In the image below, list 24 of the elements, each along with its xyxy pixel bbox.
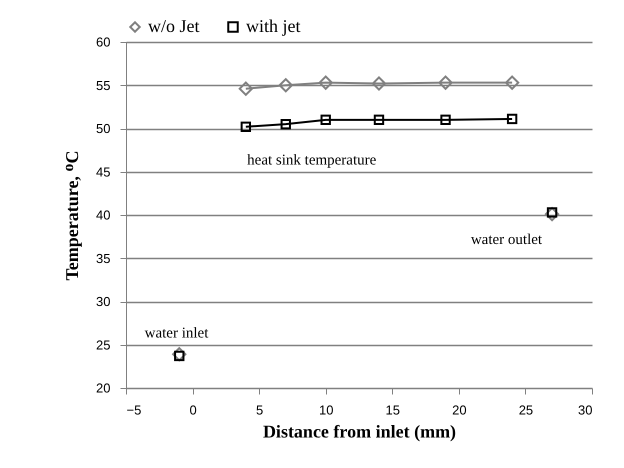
y-tick-label: 40 xyxy=(96,208,110,222)
annotation: water inlet xyxy=(144,326,210,342)
legend-label: with jet xyxy=(246,16,300,36)
y-tick-label: 35 xyxy=(96,250,110,266)
y-tick-label: 60 xyxy=(96,34,110,50)
y-tick-label: 45 xyxy=(96,164,110,180)
x-tick-label: 10 xyxy=(318,402,334,418)
x-tick-label: 20 xyxy=(452,402,467,418)
y-tick-label: 20 xyxy=(96,380,110,396)
x-tick-label: 15 xyxy=(386,402,400,418)
annotation: water outlet xyxy=(470,232,543,248)
y-tick-label: 30 xyxy=(96,294,110,309)
x-tick-label: 30 xyxy=(578,402,592,418)
x-axis-title: Distance from inlet (mm) xyxy=(262,422,456,442)
x-tick-label: 0 xyxy=(189,402,197,418)
x-tick-label: 5 xyxy=(256,402,264,418)
y-tick-label: 50 xyxy=(96,121,110,136)
y-tick-label: 55 xyxy=(96,78,110,93)
y-tick-label: 25 xyxy=(96,337,110,352)
x-tick-label: 25 xyxy=(518,402,534,418)
y-axis-title: Temperature, ᴼC xyxy=(62,150,82,281)
legend-label: w/o Jet xyxy=(148,16,200,36)
x-tick-label: −5 xyxy=(126,402,142,418)
annotation: heat sink temperature xyxy=(247,152,377,169)
